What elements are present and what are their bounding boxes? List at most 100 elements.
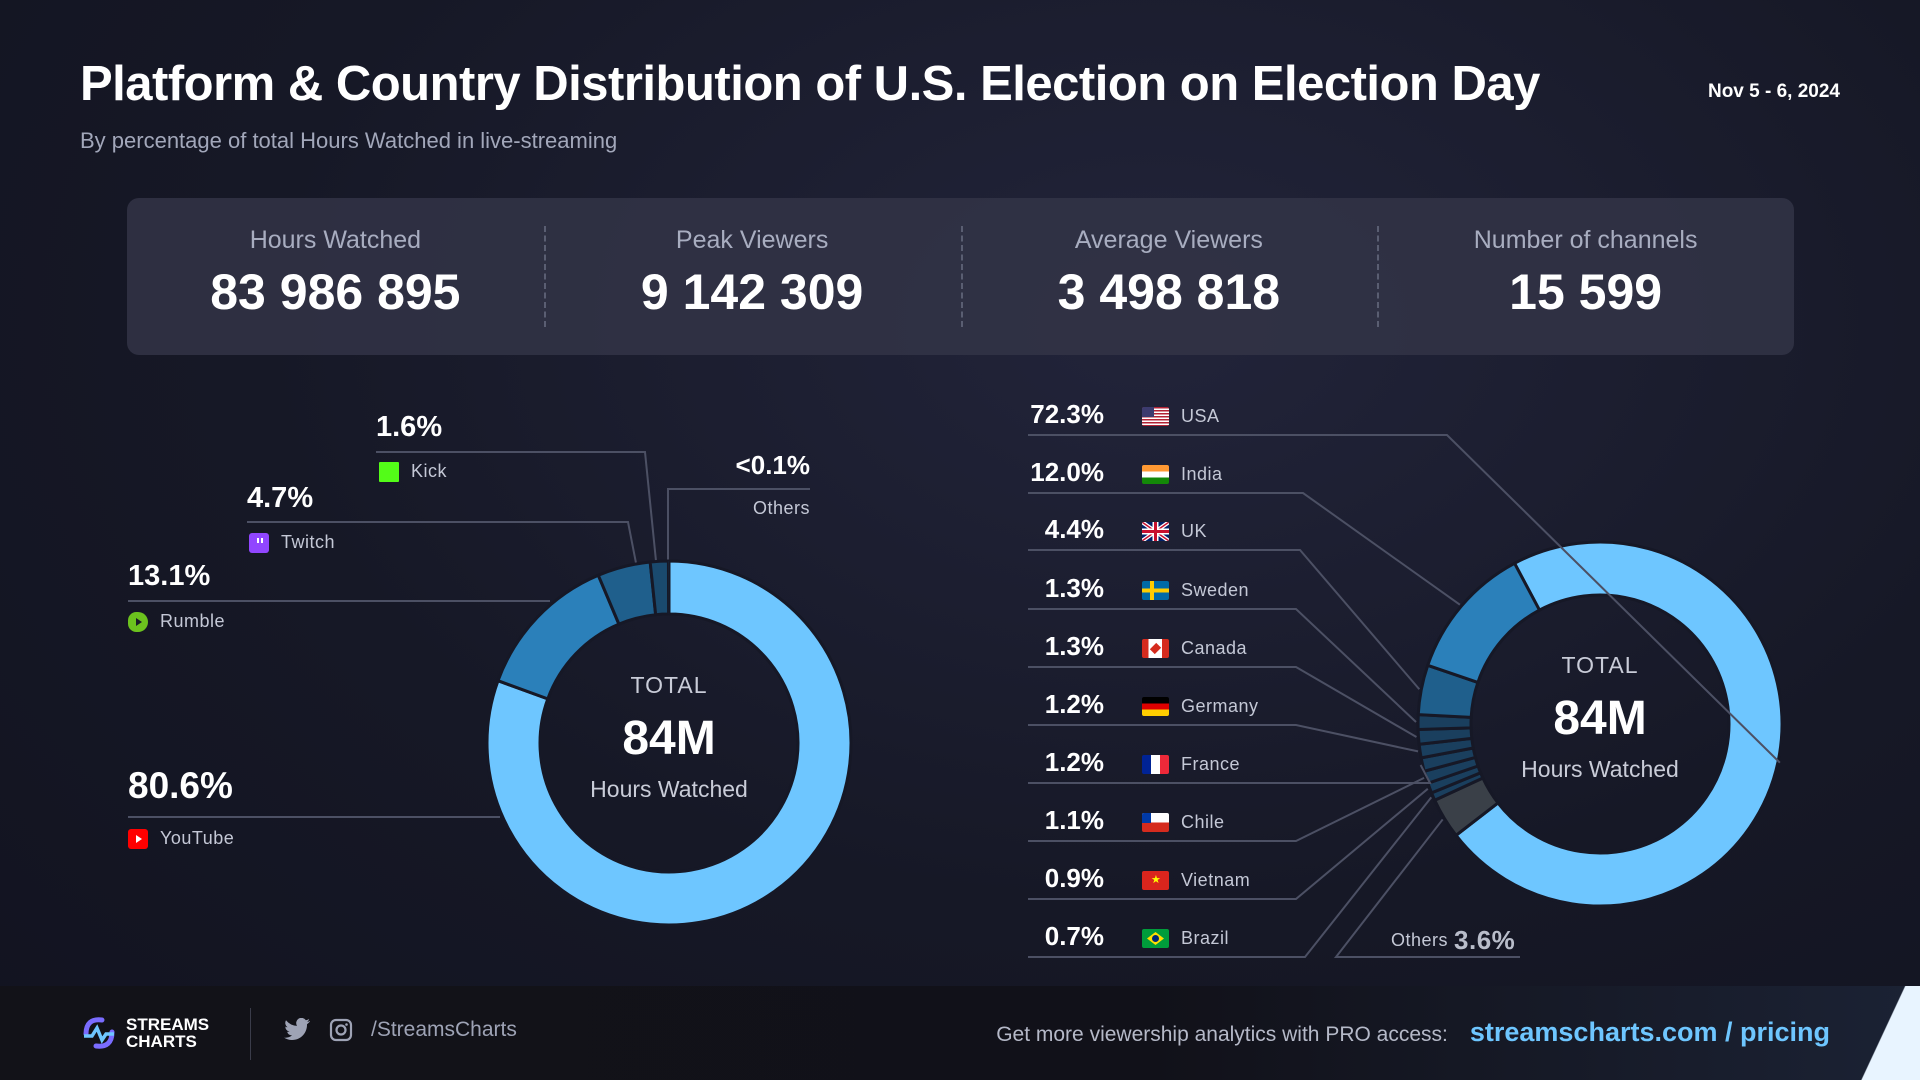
footer-divider [250,1008,251,1060]
country-pct: 1.3% [1044,573,1104,603]
social-links: /StreamsCharts [283,1018,517,1042]
stat-value: 9 142 309 [640,264,864,320]
social-handle[interactable]: /StreamsCharts [371,1018,517,1041]
total-unit: Hours Watched [1521,756,1679,782]
donut-slice-india [1425,561,1542,685]
instagram-icon[interactable] [329,1018,353,1042]
flag-vn-icon: ★ [1142,871,1169,890]
others-pct: <0.1% [735,450,810,480]
stat-value: 83 986 895 [210,264,461,320]
country-label: France [1142,754,1240,775]
country-label: Germany [1142,696,1259,717]
others-pct: 3.6% [1454,925,1516,955]
stat-average-viewers: Average Viewers 3 498 818 [960,198,1378,355]
country-pct: 12.0% [1030,457,1104,487]
twitch-pct: 4.7% [247,482,314,514]
twitter-icon[interactable] [283,1018,311,1042]
country-label: Brazil [1142,928,1229,949]
logo-icon [83,1017,115,1049]
twitch-label: Twitch [249,532,335,553]
platform-name: Twitch [281,532,336,552]
platform-name: YouTube [160,828,235,848]
country-donut-center: TOTAL 84M Hours Watched [1480,652,1720,783]
leader-line-usa [1028,434,1781,764]
flag-ca-icon [1142,639,1169,658]
stat-label: Hours Watched [249,226,422,254]
leader-line-india [1028,492,1461,606]
country-name: UK [1181,521,1208,541]
flag-cl-icon [1142,813,1169,832]
corner-stripe [1850,986,1920,1080]
country-label: USA [1142,406,1220,427]
total-label: TOTAL [630,672,708,698]
country-label: ★ Vietnam [1142,870,1250,891]
platform-name: Kick [411,461,448,481]
page-subtitle: By percentage of total Hours Watched in … [80,128,618,153]
country-name: Germany [1181,696,1259,716]
rumble-icon [128,611,148,632]
country-name: India [1181,464,1223,484]
twitch-icon [249,532,269,553]
date-range: Nov 5 - 6, 2024 [1707,81,1840,102]
pricing-link[interactable]: streamscharts.com / pricing [1469,1017,1830,1047]
page-title: Platform & Country Distribution of U.S. … [80,57,1540,111]
country-name: Canada [1181,638,1248,658]
flag-in-icon [1142,465,1169,484]
stat-hours-watched: Hours Watched 83 986 895 [127,198,544,355]
leader-line-sweden [1028,608,1417,723]
flag-uk-icon [1142,522,1169,541]
youtube-icon [128,828,148,849]
stat-peak-viewers: Peak Viewers 9 142 309 [543,198,961,355]
total-value: 84M [622,712,716,765]
country-pct: 72.3% [1030,399,1104,429]
leader-line-france [1028,764,1432,784]
country-name: Vietnam [1181,870,1251,890]
leader-line-vietnam [1028,788,1429,900]
country-label: India [1142,464,1223,485]
others-name: Others [1391,930,1449,950]
leader-line-others [667,488,810,560]
country-name: Chile [1181,812,1225,832]
country-label: Sweden [1142,580,1249,601]
country-name: USA [1181,406,1220,426]
donut-slice-usa [1453,540,1784,908]
streamscharts-logo[interactable]: STREAMS CHARTS [80,1014,209,1052]
country-others-label: Others 3.6% [1391,925,1515,956]
country-label: Canada [1142,638,1247,659]
country-name: Sweden [1181,580,1250,600]
kick-label: Kick [379,461,447,482]
country-pct: 4.4% [1044,514,1104,544]
leader-line-germany [1028,724,1419,753]
flag-se-icon [1142,581,1169,600]
donut-slice-others [668,560,670,615]
country-pct: 1.2% [1044,747,1104,777]
stat-label: Peak Viewers [675,226,829,254]
cta: Get more viewership analytics with PRO a… [996,1017,1830,1048]
footer [0,986,1920,1080]
logo-text-bottom: CHARTS [126,1032,197,1051]
flag-fr-icon [1142,755,1169,774]
country-label: Chile [1142,812,1225,833]
stat-value: 15 599 [1509,264,1663,320]
stat-label: Number of channels [1473,226,1698,254]
country-pct: 0.9% [1044,863,1104,893]
leader-line-brazil [1028,796,1433,958]
total-value: 84M [1553,692,1647,745]
others-label: Others [753,498,810,519]
leader-line-country-others [1333,818,1520,958]
country-pct: 1.2% [1044,689,1104,719]
kick-icon [379,461,399,482]
youtube-pct: 80.6% [128,765,233,806]
leader-line-kick [376,451,657,562]
kick-pct: 1.6% [376,411,443,443]
platform-donut-center: TOTAL 84M Hours Watched [549,672,789,803]
cta-text: Get more viewership analytics with PRO a… [996,1023,1448,1046]
stat-label: Average Viewers [1074,226,1263,254]
platform-name: Others [752,498,810,518]
country-pct: 1.3% [1044,631,1104,661]
flag-us-icon [1142,407,1169,426]
total-unit: Hours Watched [590,776,748,802]
country-pct: 0.7% [1044,921,1104,951]
flag-br-icon [1142,929,1169,948]
